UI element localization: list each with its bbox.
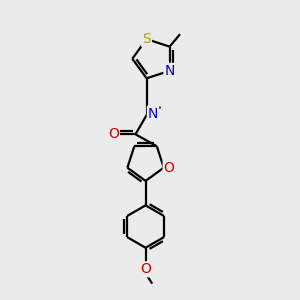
Text: N: N — [148, 107, 158, 121]
Text: O: O — [164, 161, 175, 175]
Text: O: O — [108, 127, 119, 141]
Text: S: S — [142, 32, 151, 46]
Text: N: N — [164, 64, 175, 78]
Text: O: O — [140, 262, 151, 276]
